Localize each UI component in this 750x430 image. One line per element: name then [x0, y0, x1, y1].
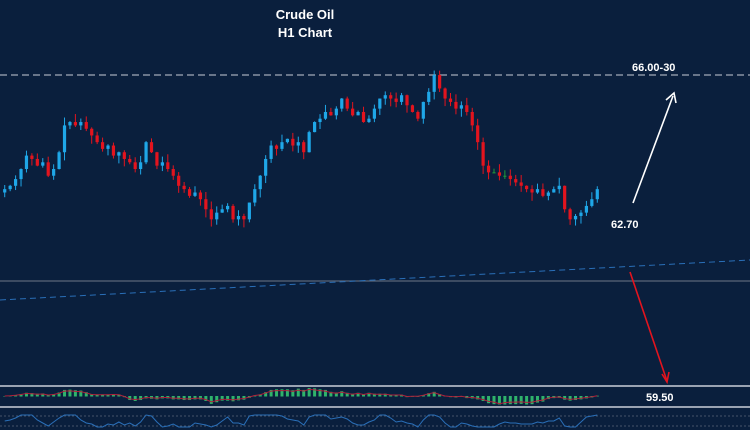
candles-group — [3, 70, 599, 228]
macd-panel — [3, 388, 599, 405]
rsi-panel — [4, 414, 598, 428]
pivot-label: 62.70 — [611, 219, 639, 231]
chart-subtitle: H1 Chart — [277, 25, 333, 40]
chart-title: Crude Oil — [275, 7, 335, 22]
target-down-label: 59.50 — [646, 392, 674, 404]
down-arrow-icon — [629, 271, 670, 385]
target-up-label: 66.00-30 — [632, 62, 676, 74]
trend-line — [0, 259, 750, 301]
up-arrow-icon — [632, 91, 677, 204]
